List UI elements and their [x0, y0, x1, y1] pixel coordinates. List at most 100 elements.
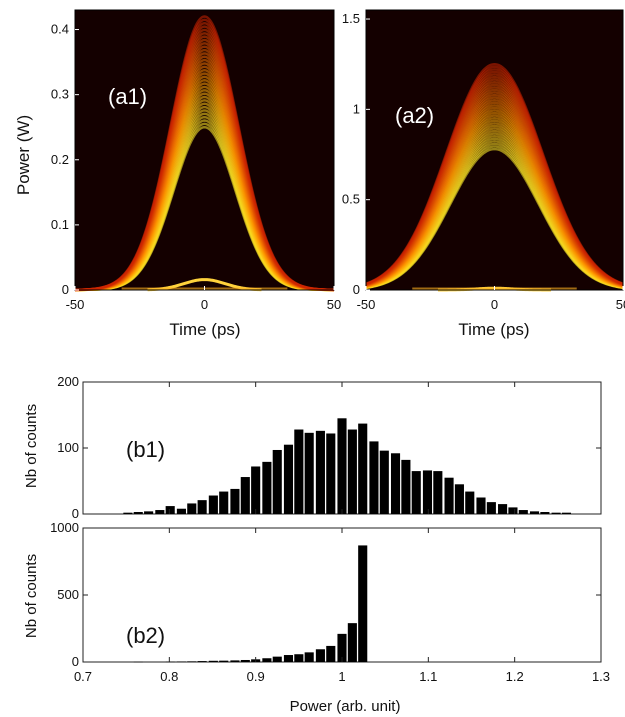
- y-tick-label: 0.2: [51, 152, 69, 167]
- histogram-bar: [411, 471, 421, 514]
- histogram-bar: [498, 504, 508, 514]
- panel-a2-x-axis-label: Time (ps): [458, 320, 529, 339]
- histogram-bar: [133, 661, 143, 663]
- histogram-bar: [123, 512, 133, 514]
- histogram-bar: [476, 497, 486, 514]
- panel-b2-label: (b2): [126, 623, 165, 648]
- panel-a1: 00.10.20.30.4 -50 0 50 (a1) Time (ps) Powe…: [14, 9, 341, 339]
- histogram-bar: [272, 656, 282, 662]
- panel-b1-y-axis-label: Nb of counts: [23, 404, 40, 488]
- histogram-bar: [176, 508, 186, 514]
- histogram-bar: [230, 660, 240, 662]
- histogram-bar: [283, 444, 294, 514]
- histogram-bar: [561, 512, 572, 514]
- x-tick-label: 0.9: [247, 669, 265, 684]
- histogram-bar: [219, 491, 229, 514]
- histogram-bar: [529, 511, 540, 514]
- histogram-bar: [176, 661, 186, 663]
- y-tick-label: 0.4: [51, 22, 69, 37]
- histogram-bar: [272, 449, 282, 514]
- x-tick-label: 1.3: [592, 669, 610, 684]
- histogram-bar: [390, 453, 401, 514]
- histogram-bar: [337, 633, 347, 662]
- histogram-bar: [401, 459, 411, 514]
- x-tick-label: 50: [616, 297, 625, 312]
- panel-b1-y-ticks: 0 100 200: [57, 374, 601, 521]
- histogram-bar: [508, 507, 518, 514]
- histogram-bar: [326, 645, 336, 662]
- panel-a2-pulse-curves: [365, 9, 624, 292]
- histogram-bar: [294, 654, 304, 662]
- histogram-bar: [283, 655, 294, 662]
- histogram-bar: [240, 659, 250, 662]
- panel-a2-x-ticks: -50 0 50: [357, 286, 625, 312]
- histogram-bar: [465, 491, 475, 514]
- x-tick-label: 0: [491, 297, 498, 312]
- histogram-bar: [197, 500, 207, 514]
- x-tick-label: 1.2: [506, 669, 524, 684]
- panel-a1-y-axis-label: Power (W): [14, 115, 33, 195]
- x-tick-label: 50: [327, 297, 341, 312]
- x-tick-label: -50: [66, 297, 85, 312]
- panel-a2-y-ticks: 0 0.5 1 1.5: [342, 11, 370, 297]
- histogram-bar: [262, 461, 272, 514]
- histogram-bar: [251, 466, 261, 514]
- y-tick-label: 1.5: [342, 11, 360, 26]
- panel-b2-x-axis-label: Power (arb. unit): [290, 698, 401, 715]
- panel-a1-label: (a1): [108, 84, 147, 109]
- histogram-bar: [304, 432, 314, 514]
- histogram-bar: [197, 661, 207, 662]
- panel-b2-bars: [133, 545, 368, 663]
- y-tick-label: 500: [57, 587, 79, 602]
- histogram-bar: [240, 477, 250, 514]
- panel-a1-pulse-curves: [74, 9, 335, 292]
- histogram-bar: [422, 470, 433, 514]
- panel-b2-y-ticks: 0 500 1000: [50, 520, 601, 669]
- x-tick-label: 0.8: [160, 669, 178, 684]
- panel-b1: 0 100 200 (b1) Nb of counts: [23, 374, 602, 521]
- histogram-bar: [219, 660, 229, 662]
- histogram-bar: [337, 418, 347, 514]
- histogram-bar: [304, 652, 314, 662]
- histogram-bar: [433, 471, 443, 514]
- y-tick-label: 1: [353, 101, 360, 116]
- y-tick-label: 0.1: [51, 217, 69, 232]
- histogram-bar: [347, 623, 357, 662]
- histogram-bar: [315, 430, 325, 514]
- histogram-bar: [208, 495, 218, 514]
- histogram-bar: [294, 429, 304, 514]
- x-tick-label: 1.1: [419, 669, 437, 684]
- y-tick-label: 0.5: [342, 192, 360, 207]
- panel-b1-x-ticks: [82, 382, 602, 514]
- panel-a2-label: (a2): [395, 103, 434, 128]
- histogram-bar: [187, 661, 197, 662]
- histogram-bar: [444, 477, 454, 514]
- panel-b2-y-axis-label: Nb of counts: [23, 554, 40, 638]
- panel-b1-label: (b1): [126, 437, 165, 462]
- y-tick-label: 0: [62, 282, 69, 297]
- histogram-bar: [326, 433, 336, 514]
- histogram-bar: [315, 649, 325, 662]
- histogram-bar: [230, 488, 240, 514]
- panel-b2: 0 500 1000 0.7 0.8 0.9 1 1.1 1.2 1.3 (b2) Power …: [23, 520, 610, 715]
- histogram-bar: [165, 661, 175, 663]
- histogram-bar: [540, 512, 550, 514]
- y-tick-label: 1000: [50, 520, 79, 535]
- pulse-curve: [74, 15, 335, 292]
- histogram-bar: [518, 510, 528, 514]
- panel-b2-x-ticks: 0.7 0.8 0.9 1 1.1 1.2 1.3: [74, 528, 610, 684]
- histogram-bar: [208, 660, 218, 662]
- histogram-bar: [358, 423, 368, 514]
- panel-a1-x-ticks: -50 0 50: [66, 286, 341, 312]
- histogram-bar: [369, 441, 379, 514]
- histogram-bar: [155, 510, 165, 514]
- y-tick-label: 0: [72, 654, 79, 669]
- panel-a1-y-ticks: 0 0.1 0.2 0.3 0.4: [51, 22, 79, 297]
- y-tick-label: 0: [353, 282, 360, 297]
- histogram-bar: [379, 450, 389, 514]
- histogram-bar: [133, 512, 143, 514]
- histogram-bar: [551, 512, 561, 514]
- histogram-bar: [187, 503, 197, 514]
- y-tick-label: 200: [57, 374, 79, 389]
